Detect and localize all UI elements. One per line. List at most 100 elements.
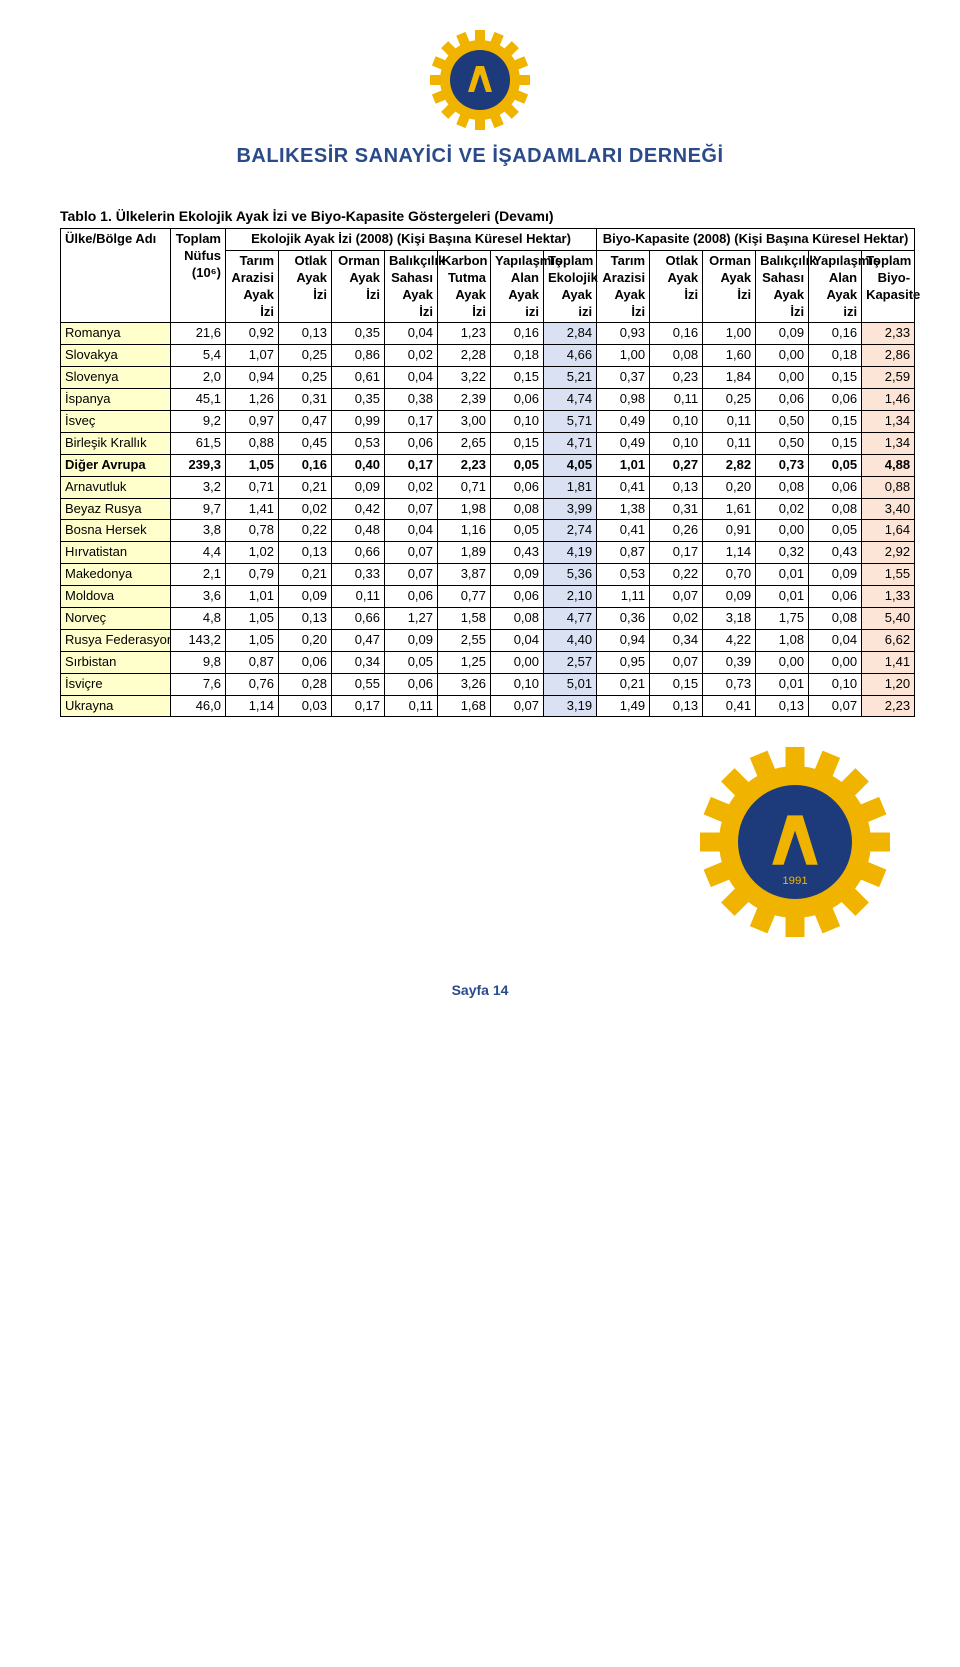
cell: 0,20	[279, 629, 332, 651]
cell: 1,05	[226, 608, 279, 630]
cell: 0,06	[385, 673, 438, 695]
cell: 0,04	[385, 520, 438, 542]
cell: 0,07	[385, 542, 438, 564]
cell: 0,06	[809, 476, 862, 498]
cell: 0,50	[756, 432, 809, 454]
cell: 1,00	[597, 345, 650, 367]
cell: 0,13	[279, 608, 332, 630]
cell: 0,25	[279, 367, 332, 389]
cell: 0,02	[385, 476, 438, 498]
cell: 1,01	[226, 586, 279, 608]
cell: 1,23	[438, 323, 491, 345]
cell: 0,43	[491, 542, 544, 564]
cell: 0,22	[650, 564, 703, 586]
cell: 0,78	[226, 520, 279, 542]
table-body: Romanya21,60,920,130,350,041,230,162,840…	[61, 323, 915, 717]
row-label: Makedonya	[61, 564, 171, 586]
cell: 0,98	[597, 389, 650, 411]
cell: 2,33	[862, 323, 915, 345]
cell: 0,15	[809, 411, 862, 433]
cell: 1,81	[544, 476, 597, 498]
cell: 239,3	[171, 454, 226, 476]
row-label: Hırvatistan	[61, 542, 171, 564]
table-row: Diğer Avrupa239,31,050,160,400,172,230,0…	[61, 454, 915, 476]
cell: 4,8	[171, 608, 226, 630]
hdr-balik: Balıkçılık Sahası Ayak İzi	[385, 250, 438, 323]
cell: 0,00	[756, 345, 809, 367]
table-row: İsveç9,20,970,470,990,173,000,105,710,49…	[61, 411, 915, 433]
hdr-yapilasmis: Yapılaşmış Alan Ayak izi	[491, 250, 544, 323]
cell: 3,8	[171, 520, 226, 542]
cell: 1,00	[703, 323, 756, 345]
cell: 0,61	[332, 367, 385, 389]
cell: 1,33	[862, 586, 915, 608]
cell: 0,11	[650, 389, 703, 411]
cell: 0,35	[332, 323, 385, 345]
cell: 0,21	[279, 476, 332, 498]
cell: 0,05	[491, 520, 544, 542]
cell: 0,73	[703, 673, 756, 695]
cell: 1,49	[597, 695, 650, 717]
hdr-yapilasmis2: Yapılaşmış Alan Ayak izi	[809, 250, 862, 323]
cell: 0,99	[332, 411, 385, 433]
svg-text:1991: 1991	[782, 875, 807, 887]
cell: 0,39	[703, 651, 756, 673]
org-title: BALIKESİR SANAYİCİ VE İŞADAMLARI DERNEĞİ	[60, 145, 900, 168]
cell: 0,10	[650, 432, 703, 454]
cell: 0,02	[650, 608, 703, 630]
table-row: Norveç4,81,050,130,661,271,580,084,770,3…	[61, 608, 915, 630]
cell: 0,15	[491, 432, 544, 454]
cell: 0,94	[226, 367, 279, 389]
cell: 0,37	[597, 367, 650, 389]
cell: 0,35	[332, 389, 385, 411]
cell: 0,08	[809, 608, 862, 630]
cell: 4,74	[544, 389, 597, 411]
cell: 0,13	[650, 695, 703, 717]
cell: 1,58	[438, 608, 491, 630]
cell: 2,23	[862, 695, 915, 717]
cell: 0,13	[279, 542, 332, 564]
cell: 0,00	[756, 651, 809, 673]
cell: 2,86	[862, 345, 915, 367]
hdr-karbon: Karbon Tutma Ayak İzi	[438, 250, 491, 323]
cell: 0,06	[491, 389, 544, 411]
cell: 0,01	[756, 586, 809, 608]
cell: 0,94	[597, 629, 650, 651]
cell: 0,00	[756, 520, 809, 542]
cell: 0,25	[279, 345, 332, 367]
cell: 0,08	[491, 498, 544, 520]
cell: 0,17	[332, 695, 385, 717]
cell: 0,03	[279, 695, 332, 717]
cell: 0,10	[491, 673, 544, 695]
gear-icon	[430, 30, 530, 135]
row-label: Norveç	[61, 608, 171, 630]
cell: 3,40	[862, 498, 915, 520]
cell: 4,05	[544, 454, 597, 476]
cell: 0,07	[385, 498, 438, 520]
cell: 2,74	[544, 520, 597, 542]
cell: 1,14	[703, 542, 756, 564]
row-label: Slovenya	[61, 367, 171, 389]
cell: 0,11	[703, 411, 756, 433]
cell: 0,15	[809, 432, 862, 454]
cell: 0,71	[226, 476, 279, 498]
cell: 0,47	[279, 411, 332, 433]
cell: 0,95	[597, 651, 650, 673]
cell: 4,40	[544, 629, 597, 651]
cell: 0,73	[756, 454, 809, 476]
cell: 0,13	[279, 323, 332, 345]
cell: 0,18	[809, 345, 862, 367]
cell: 0,87	[226, 651, 279, 673]
cell: 0,11	[703, 432, 756, 454]
cell: 3,26	[438, 673, 491, 695]
cell: 0,18	[491, 345, 544, 367]
cell: 3,00	[438, 411, 491, 433]
cell: 2,57	[544, 651, 597, 673]
cell: 0,93	[597, 323, 650, 345]
cell: 0,28	[279, 673, 332, 695]
cell: 0,02	[385, 345, 438, 367]
cell: 0,41	[703, 695, 756, 717]
cell: 0,16	[650, 323, 703, 345]
cell: 1,46	[862, 389, 915, 411]
hdr-toplam-eco: Toplam Ekolojik Ayak izi	[544, 250, 597, 323]
